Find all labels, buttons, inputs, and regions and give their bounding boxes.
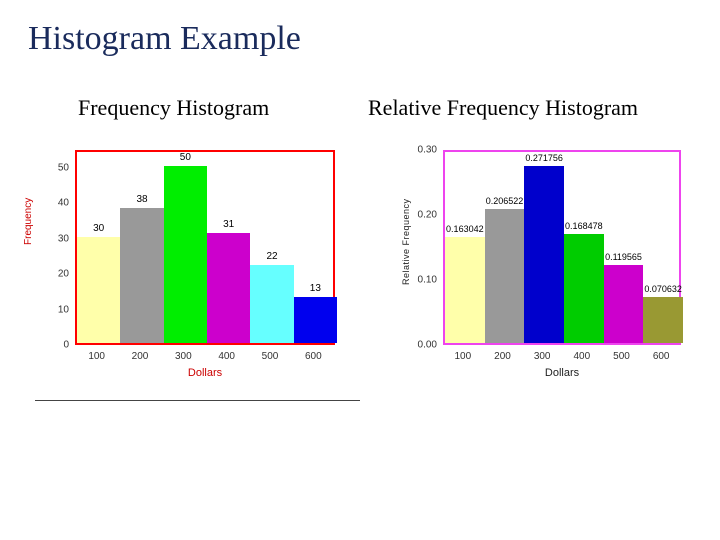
subtitle-right: Relative Frequency Histogram: [368, 95, 638, 121]
y-tick-label: 50: [58, 162, 69, 173]
y-axis-label: Frequency: [23, 198, 34, 245]
x-tick-label: 100: [88, 351, 105, 362]
bar-value-label: 22: [266, 251, 277, 262]
x-axis-label: Dollars: [545, 367, 579, 379]
y-tick-label: 20: [58, 269, 69, 280]
x-tick-label: 200: [132, 351, 149, 362]
bar-value-label: 31: [223, 219, 234, 230]
y-tick-label: 40: [58, 198, 69, 209]
x-tick-label: 300: [175, 351, 192, 362]
bar-value-label: 30: [93, 223, 104, 234]
y-tick-label: 0: [63, 340, 69, 351]
bar-value-label: 0.070632: [644, 284, 682, 294]
bar-value-label: 50: [180, 152, 191, 163]
plot-area: 30 38 50 31 22 13: [75, 150, 335, 345]
y-tick-label: 0.10: [418, 275, 437, 286]
y-tick-label: 30: [58, 233, 69, 244]
bar-value-label: 38: [136, 194, 147, 205]
x-tick-label: 100: [454, 351, 471, 362]
y-tick-label: 0.20: [418, 210, 437, 221]
y-tick-label: 0.00: [418, 340, 437, 351]
x-tick-label: 300: [534, 351, 551, 362]
bar: [643, 297, 683, 343]
x-tick-label: 400: [218, 351, 235, 362]
bar: [120, 208, 163, 343]
y-axis-label: Relative Frequency: [401, 198, 411, 285]
divider-line: [35, 400, 360, 401]
bar: [445, 237, 485, 343]
plot-area: 0.163042 0.206522 0.271756 0.168478 0.119565…: [443, 150, 681, 345]
bar: [207, 233, 250, 343]
bar: [250, 265, 293, 343]
page-title: Histogram Example: [28, 20, 301, 58]
bar-value-label: 0.271756: [525, 153, 563, 163]
bar-value-label: 13: [310, 283, 321, 294]
bar: [77, 237, 120, 343]
bar: [524, 166, 564, 343]
subtitle-left: Frequency Histogram: [78, 95, 269, 121]
bar-value-label: 0.119565: [605, 252, 642, 262]
x-tick-label: 400: [573, 351, 590, 362]
frequency-histogram-chart: Frequency 303850312213 01020304050 10020…: [35, 145, 355, 405]
bar: [164, 166, 207, 343]
bar: [485, 209, 525, 343]
x-axis-label: Dollars: [188, 367, 222, 379]
bar-value-label: 0.163042: [446, 224, 484, 234]
x-tick-label: 600: [305, 351, 322, 362]
y-tick-label: 0.30: [418, 145, 437, 156]
bar-value-label: 0.168478: [565, 221, 603, 231]
x-tick-label: 500: [262, 351, 279, 362]
bar: [604, 265, 644, 343]
relative-frequency-histogram-chart: Relative Frequency 0.163042 0.206522 0.271…: [395, 145, 695, 405]
x-tick-label: 500: [613, 351, 630, 362]
x-tick-label: 600: [653, 351, 670, 362]
bar-value-label: 0.206522: [486, 196, 524, 206]
y-tick-label: 10: [58, 304, 69, 315]
bar: [294, 297, 337, 343]
bar: [564, 234, 604, 344]
x-tick-label: 200: [494, 351, 511, 362]
